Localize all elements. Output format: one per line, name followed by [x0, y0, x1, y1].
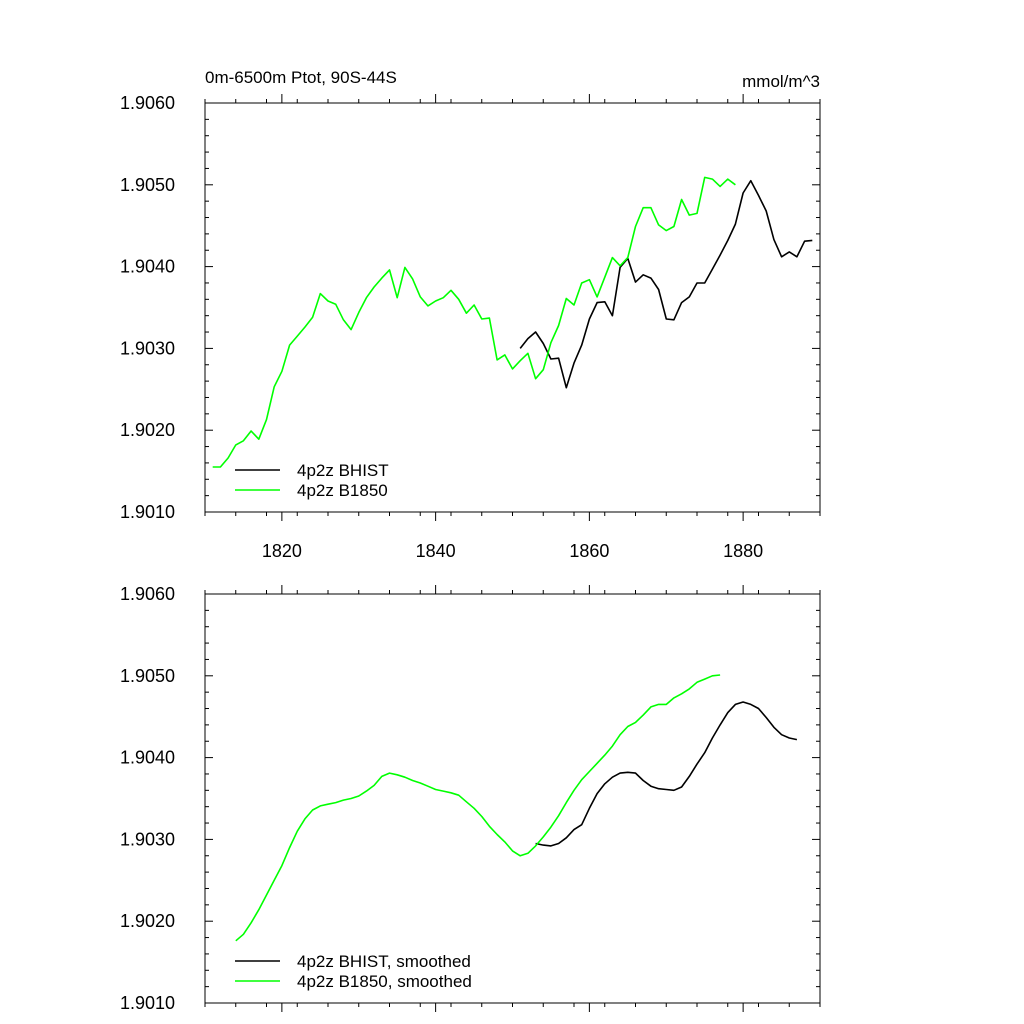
legend: 4p2z BHIST, smoothed 4p2z B1850, smoothe…: [235, 952, 472, 991]
top-panel: 0m-6500m Ptot, 90S-44S mmol/m^3 1.90101.…: [120, 68, 821, 561]
y-tick-label: 1.9010: [120, 993, 175, 1013]
y-tick-label: 1.9010: [120, 502, 175, 522]
y-tick-label: 1.9030: [120, 829, 175, 849]
series-line-b1850: [212, 176, 736, 468]
x-tick-label: 1840: [416, 541, 456, 561]
plot-frame: [204, 593, 821, 1004]
legend-label-bhist-smoothed: 4p2z BHIST, smoothed: [297, 952, 471, 971]
legend-label-bhist: 4p2z BHIST: [297, 461, 389, 480]
axis-ticks: 1.9010 1.9020 1.9030 1.9040 1.9050 1.9060: [120, 584, 821, 1013]
axis-ticks: 1.9010 1.9020 1.9030 1.9040 1.9050 1.9060 1820…: [120, 93, 821, 561]
y-tick-label: 1.9020: [120, 420, 175, 440]
y-tick-label: 1.9040: [120, 748, 175, 768]
y-tick-label: 1.9050: [120, 175, 175, 195]
units-label: mmol/m^3: [742, 72, 820, 91]
legend-label-b1850: 4p2z B1850: [297, 481, 388, 500]
y-tick-label: 1.9030: [120, 338, 175, 358]
bottom-panel: 1.9010 1.9020 1.9030 1.9040 1.9050 1.9060 4p2…: [120, 584, 821, 1013]
series-line-bhist: [535, 701, 798, 847]
plot-frame: [204, 102, 821, 513]
y-tick-label: 1.9020: [120, 911, 175, 931]
series-line-b1850: [235, 674, 721, 942]
y-tick-label: 1.9050: [120, 666, 175, 686]
y-tick-label: 1.9060: [120, 93, 175, 113]
chart-title: 0m-6500m Ptot, 90S-44S: [205, 68, 397, 87]
legend-label-b1850-smoothed: 4p2z B1850, smoothed: [297, 972, 472, 991]
x-tick-label: 1880: [723, 541, 763, 561]
series-lines: [235, 674, 798, 942]
y-tick-label: 1.9060: [120, 584, 175, 604]
series-lines: [212, 176, 813, 468]
y-tick-label: 1.9040: [120, 257, 175, 277]
series-line-bhist: [519, 179, 813, 389]
x-tick-label: 1820: [262, 541, 302, 561]
legend: 4p2z BHIST 4p2z B1850: [235, 461, 389, 500]
x-tick-label: 1860: [569, 541, 609, 561]
